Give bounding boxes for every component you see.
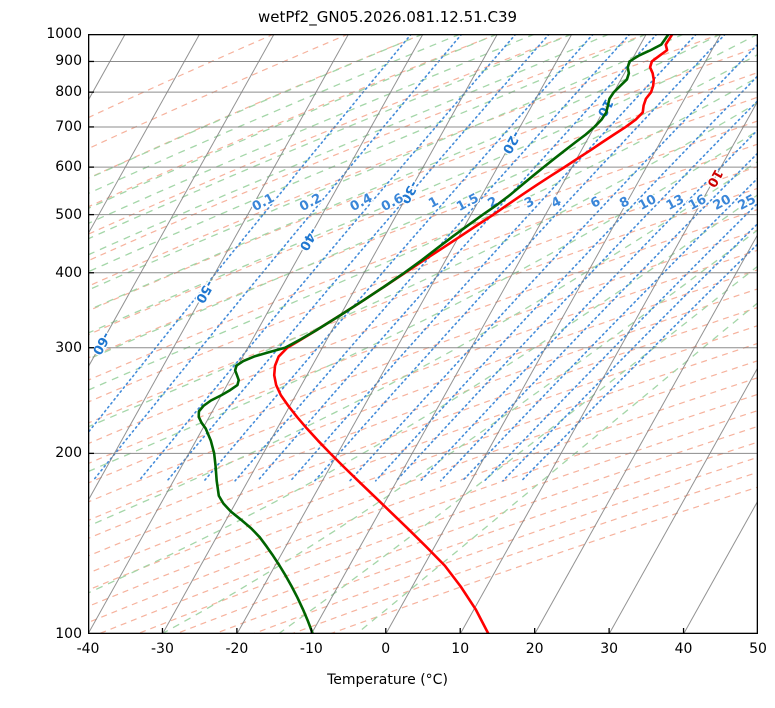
x-tick-label: 40 — [674, 641, 693, 657]
x-tick-label: 20 — [525, 641, 544, 657]
y-tick-label: 500 — [55, 206, 82, 223]
green-dashed-lines — [88, 34, 758, 634]
y-tick-label: 200 — [55, 445, 82, 462]
x-tick-label: -30 — [151, 641, 174, 657]
svg-text:20: 20 — [711, 192, 734, 214]
x-axis-label: Temperature (°C) — [327, 672, 448, 688]
svg-text:-60: -60 — [89, 329, 114, 357]
x-tick-label: -10 — [299, 641, 323, 657]
x-axis-ticks: -40 -30 -20 -10 0 10 20 30 40 50 — [77, 641, 767, 663]
svg-text:0.4: 0.4 — [348, 191, 375, 215]
x-tick-label: 10 — [451, 641, 470, 657]
isotherm-lines — [88, 34, 758, 634]
x-tick-label: 0 — [381, 641, 391, 657]
svg-text:1: 1 — [426, 194, 441, 211]
x-tick-label: -20 — [225, 641, 249, 657]
svg-text:1.5: 1.5 — [454, 191, 481, 215]
svg-text:10: 10 — [636, 192, 659, 214]
svg-text:-50: -50 — [192, 278, 217, 306]
profile-curves — [197, 34, 674, 634]
y-tick-label: 900 — [55, 53, 82, 70]
y-tick-label: 400 — [55, 264, 82, 281]
y-tick-label: 1000 — [46, 26, 82, 42]
y-tick-label: 600 — [55, 159, 82, 176]
svg-text:0.2: 0.2 — [297, 191, 324, 215]
x-tick-label: -40 — [76, 641, 100, 657]
svg-text:0.1: 0.1 — [250, 191, 277, 215]
x-tick-label: 30 — [600, 641, 619, 657]
plot-area: -60 -50 -40 -30 -20 -10 10 0.1 0.2 0.4 0.6 1 1.5 2 3 4… — [88, 34, 758, 634]
svg-text:-40: -40 — [296, 225, 321, 253]
svg-text:-20: -20 — [499, 128, 524, 156]
y-tick-label: 700 — [55, 118, 82, 135]
y-tick-label: 800 — [55, 84, 82, 101]
y-axis-ticks: 100 200 300 400 500 600 700 800 900 1000 — [32, 26, 82, 642]
chart-title: wetPf2_GN05.2026.081.12.51.C39 — [257, 8, 518, 26]
plot-border — [88, 34, 758, 634]
y-tick-label: 100 — [55, 626, 82, 642]
svg-text:3: 3 — [522, 194, 537, 211]
svg-text:10: 10 — [703, 166, 725, 189]
x-tick-label: 50 — [749, 641, 767, 657]
y-tick-label: 300 — [55, 339, 82, 356]
